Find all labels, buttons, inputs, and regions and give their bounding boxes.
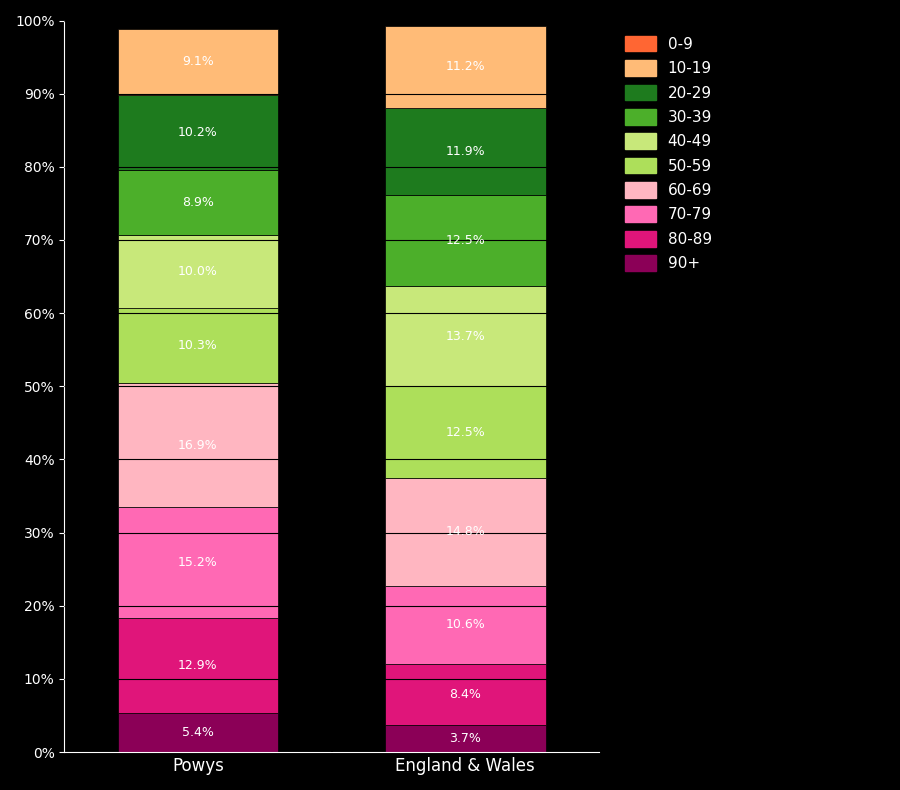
Text: 12.5%: 12.5% xyxy=(446,426,485,438)
Text: 10.2%: 10.2% xyxy=(178,126,218,139)
Bar xyxy=(385,664,545,725)
Text: 10.6%: 10.6% xyxy=(446,619,485,631)
Bar xyxy=(385,107,545,194)
Text: 3.7%: 3.7% xyxy=(449,732,482,745)
Bar xyxy=(385,286,545,386)
Text: 8.4%: 8.4% xyxy=(449,688,482,701)
Bar xyxy=(385,194,545,286)
Text: 5.4%: 5.4% xyxy=(182,726,214,739)
Bar xyxy=(118,507,278,619)
Bar xyxy=(118,619,278,713)
Bar xyxy=(118,308,278,383)
Text: 12.9%: 12.9% xyxy=(178,659,218,672)
Bar xyxy=(118,713,278,752)
Bar xyxy=(385,586,545,664)
Text: 11.9%: 11.9% xyxy=(446,145,485,157)
Bar xyxy=(385,386,545,478)
Bar xyxy=(118,95,278,170)
Text: 12.5%: 12.5% xyxy=(446,234,485,246)
Text: 14.8%: 14.8% xyxy=(446,525,485,539)
Bar xyxy=(385,478,545,586)
Text: 15.2%: 15.2% xyxy=(178,556,218,569)
Text: 16.9%: 16.9% xyxy=(178,438,218,452)
Bar xyxy=(385,25,545,107)
Text: 9.1%: 9.1% xyxy=(182,55,214,69)
Bar xyxy=(118,235,278,308)
Text: 11.2%: 11.2% xyxy=(446,60,485,73)
Text: 10.3%: 10.3% xyxy=(178,339,218,352)
Text: 13.7%: 13.7% xyxy=(446,329,485,343)
Bar xyxy=(385,725,545,752)
Bar xyxy=(118,383,278,507)
Bar xyxy=(118,28,278,95)
Text: 10.0%: 10.0% xyxy=(178,265,218,278)
Bar xyxy=(118,170,278,235)
Legend: 0-9, 10-19, 20-29, 30-39, 40-49, 50-59, 60-69, 70-79, 80-89, 90+: 0-9, 10-19, 20-29, 30-39, 40-49, 50-59, … xyxy=(617,28,720,279)
Text: 8.9%: 8.9% xyxy=(182,196,214,209)
